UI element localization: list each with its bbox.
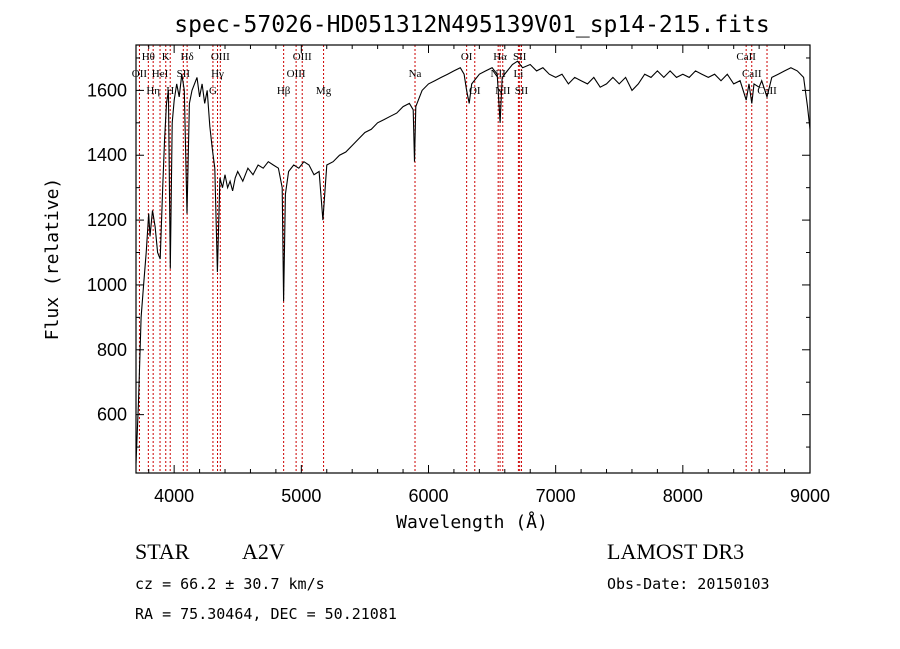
line-marker-label: H (166, 85, 174, 97)
line-marker-label: OIII (211, 51, 230, 63)
y-tick-label: 600 (97, 405, 127, 425)
observation-date: Obs-Date: 20150103 (607, 575, 770, 593)
line-marker-label: Hθ (142, 51, 155, 63)
x-tick-label: 6000 (408, 486, 448, 506)
chart-title: spec-57026-HD051312N495139V01_sp14-215.f… (174, 12, 769, 38)
coordinates: RA = 75.30464, DEC = 50.21081 (135, 605, 397, 623)
y-tick-label: 1400 (87, 145, 127, 165)
x-tick-label: 9000 (790, 486, 830, 506)
x-tick-label: 5000 (281, 486, 321, 506)
line-marker-label: HeI (152, 68, 169, 80)
y-tick-label: 1000 (87, 275, 127, 295)
line-marker-label: Hα (493, 51, 507, 63)
line-marker-label: G (209, 85, 217, 97)
x-tick-label: 7000 (536, 486, 576, 506)
y-tick-label: 800 (97, 340, 127, 360)
y-tick-label: 1200 (87, 210, 127, 230)
y-tick-label: 1600 (87, 80, 127, 100)
line-marker-label: K (162, 51, 170, 63)
line-marker-label: SII (515, 85, 529, 97)
line-marker-label: NII (495, 85, 511, 97)
line-marker-label: Hγ (211, 68, 224, 80)
x-axis-ticks: 4000 5000 6000 7000 8000 9000 (148, 45, 830, 506)
line-marker-label: Hη (146, 85, 160, 97)
line-marker-label: OI (461, 51, 473, 63)
x-tick-label: 8000 (663, 486, 703, 506)
line-marker-label: OI (469, 85, 481, 97)
line-marker-label: Hβ (277, 85, 291, 97)
spectral-line-markers (138, 45, 768, 473)
line-marker-label: CaII (742, 68, 762, 80)
spectral-subclass: A2V (242, 539, 285, 564)
line-marker-label: NII (491, 68, 507, 80)
survey-name: LAMOST DR3 (607, 539, 744, 564)
plot-frame (135, 44, 811, 474)
line-marker-label: SII (177, 68, 191, 80)
y-axis-ticks: 600 800 1000 1200 1400 1600 (87, 57, 810, 448)
line-marker-label: SII (513, 51, 527, 63)
line-marker-label: OIII (287, 68, 306, 80)
line-marker-label: Na (409, 68, 422, 80)
line-marker-label: Li (514, 68, 524, 80)
x-tick-label: 4000 (154, 486, 194, 506)
line-marker-label: OII (132, 68, 148, 80)
y-axis-label: Flux (relative) (42, 178, 63, 341)
redshift-velocity: cz = 66.2 ± 30.7 km/s (135, 575, 325, 593)
x-axis-label: Wavelength (Å) (396, 511, 548, 533)
spectrum-series-line (135, 60, 811, 464)
object-class: STAR (135, 539, 190, 564)
spectral-line-labels: OIIHθHηHeIKHSIIHδGHγOIIIHβOIIIOIIIMgNaOI… (132, 51, 777, 97)
line-marker-label: CaII (757, 85, 777, 97)
line-marker-label: CaII (736, 51, 756, 63)
line-marker-label: Mg (316, 85, 332, 97)
line-marker-label: Hδ (181, 51, 194, 63)
line-marker-label: OIII (293, 51, 312, 63)
